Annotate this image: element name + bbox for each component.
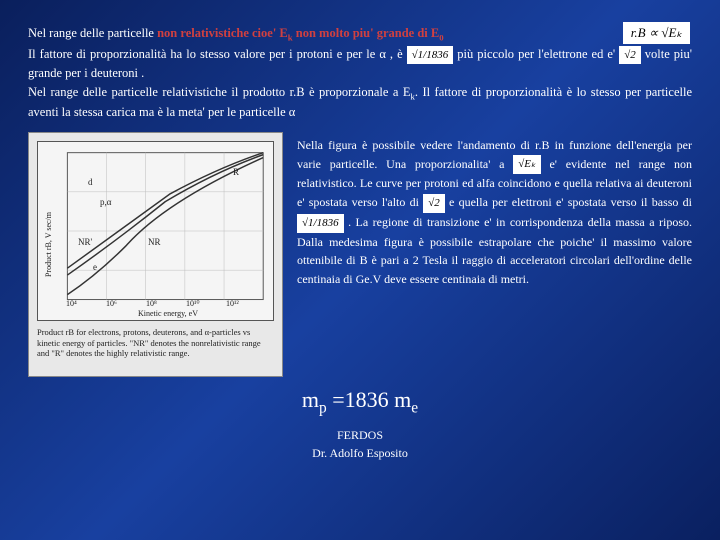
xtick: 10⁴ [66,299,77,308]
region-label: NR [148,237,161,247]
xtick: 10⁸ [146,299,157,308]
text: Il fattore di proporzionalità ha lo stes… [28,47,407,61]
figure: d p,α e NR R NR' Product rB, V sec/m Kin… [28,132,283,377]
text: Nel range delle particelle relativistich… [28,85,411,99]
intro-paragraph: Nel range delle particelle non relativis… [28,24,692,122]
footer-line2: Dr. Adolfo Esposito [28,444,692,462]
y-axis-label: Product rB, V sec/m [44,212,53,277]
inline-formula: √1/1836 [297,214,344,233]
formula-box: r.B ∝ √Eₖ [623,22,690,44]
xtick: 10⁶ [106,299,117,308]
curve-label: d [88,177,93,187]
mass-equation: mp =1836 me [28,387,692,417]
text: . La regione di transizione e' in corris… [297,215,692,286]
description-paragraph: Nella figura è possibile vedere l'andame… [297,132,692,377]
x-axis-label: Kinetic energy, eV [138,309,198,318]
footer: FERDOS Dr. Adolfo Esposito [28,426,692,462]
curve-label: p,α [100,197,111,207]
curve-label: e [93,262,97,272]
region-label: NR' [78,237,92,247]
text: più piccolo per l'elettrone ed e' [457,47,619,61]
footer-line1: FERDOS [28,426,692,444]
inline-formula: √2 [423,194,445,213]
inline-formula: √1/1836 [407,46,454,65]
chart-area: d p,α e NR R NR' Product rB, V sec/m Kin… [37,141,274,321]
text: e quella per elettroni e' spostata verso… [449,195,692,209]
figure-caption: Product rB for electrons, protons, deute… [37,327,274,359]
xtick: 10¹⁰ [186,299,200,308]
inline-formula: √Eₖ [513,155,540,174]
inline-formula: √2 [619,46,641,65]
text: Nel range delle particelle [28,26,157,40]
region-label: R [233,167,239,177]
xtick: 10¹² [226,299,239,308]
highlight-text: non relativistiche cioe' Ek non molto pi… [157,26,444,40]
content-row: d p,α e NR R NR' Product rB, V sec/m Kin… [28,132,692,377]
